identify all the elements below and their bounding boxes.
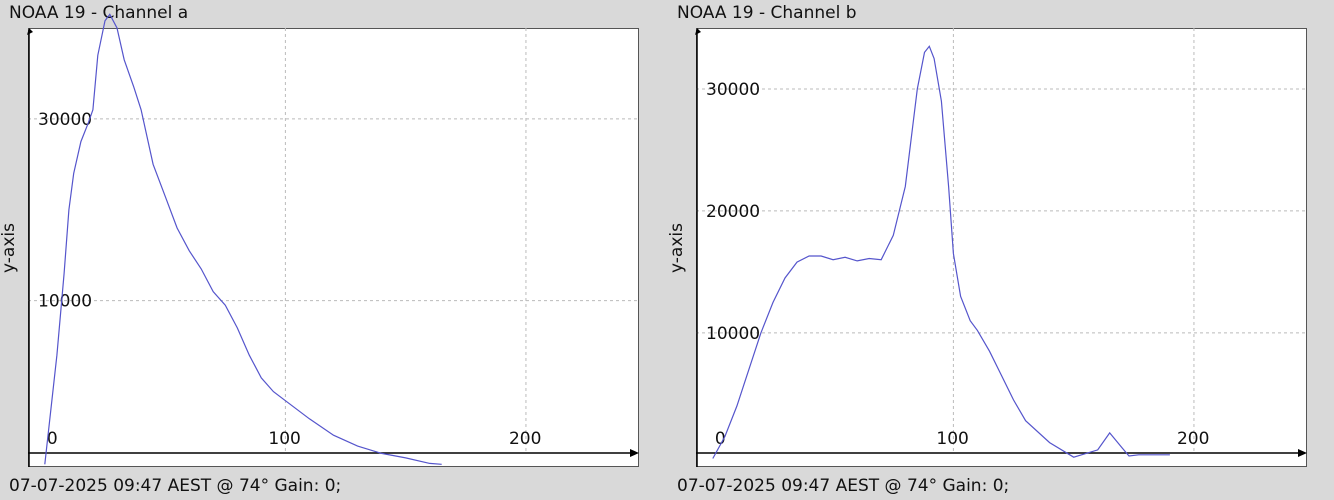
plot-frame <box>28 28 639 467</box>
x-tick-label: 200 <box>509 429 541 449</box>
plot-area: 0 100 200 10000 30000 y-axis <box>0 13 639 467</box>
chart-title: NOAA 19 - Channel a <box>9 3 189 23</box>
y-axis-arrow <box>695 28 701 35</box>
x-tick-label: 0 <box>715 429 726 449</box>
y-tick-label: 10000 <box>706 324 760 344</box>
plot-frame <box>696 28 1307 467</box>
chart-panel-channel-b: NOAA 19 - Channel b 0 100 200 10000 20000 300… <box>667 0 1333 500</box>
y-axis-label: y-axis <box>0 223 19 273</box>
timestamp-footer: 07-07-2025 09:47 AEST @ 74° Gain: 0; <box>677 476 1010 496</box>
y-tick-label: 30000 <box>38 110 92 130</box>
y-tick-label: 10000 <box>38 292 92 312</box>
y-axis-arrow <box>27 28 33 35</box>
plot-area: 0 100 200 10000 20000 30000 y-axis <box>667 28 1307 467</box>
y-tick-label: 20000 <box>706 202 760 222</box>
x-tick-label: 0 <box>47 429 58 449</box>
chart-title: NOAA 19 - Channel b <box>677 3 857 23</box>
x-axis-arrow <box>630 449 639 457</box>
chart-panel-channel-a: NOAA 19 - Channel a 0 100 200 10000 30000 y-a… <box>0 0 665 500</box>
series-line <box>712 45 1170 459</box>
x-tick-label: 100 <box>268 429 300 449</box>
y-tick-label: 30000 <box>706 80 760 100</box>
x-axis-arrow <box>1298 449 1307 457</box>
x-tick-label: 200 <box>1177 429 1209 449</box>
timestamp-footer: 07-07-2025 09:47 AEST @ 74° Gain: 0; <box>9 476 342 496</box>
y-axis-label: y-axis <box>667 223 687 273</box>
series-line <box>44 13 442 465</box>
x-tick-label: 100 <box>936 429 968 449</box>
